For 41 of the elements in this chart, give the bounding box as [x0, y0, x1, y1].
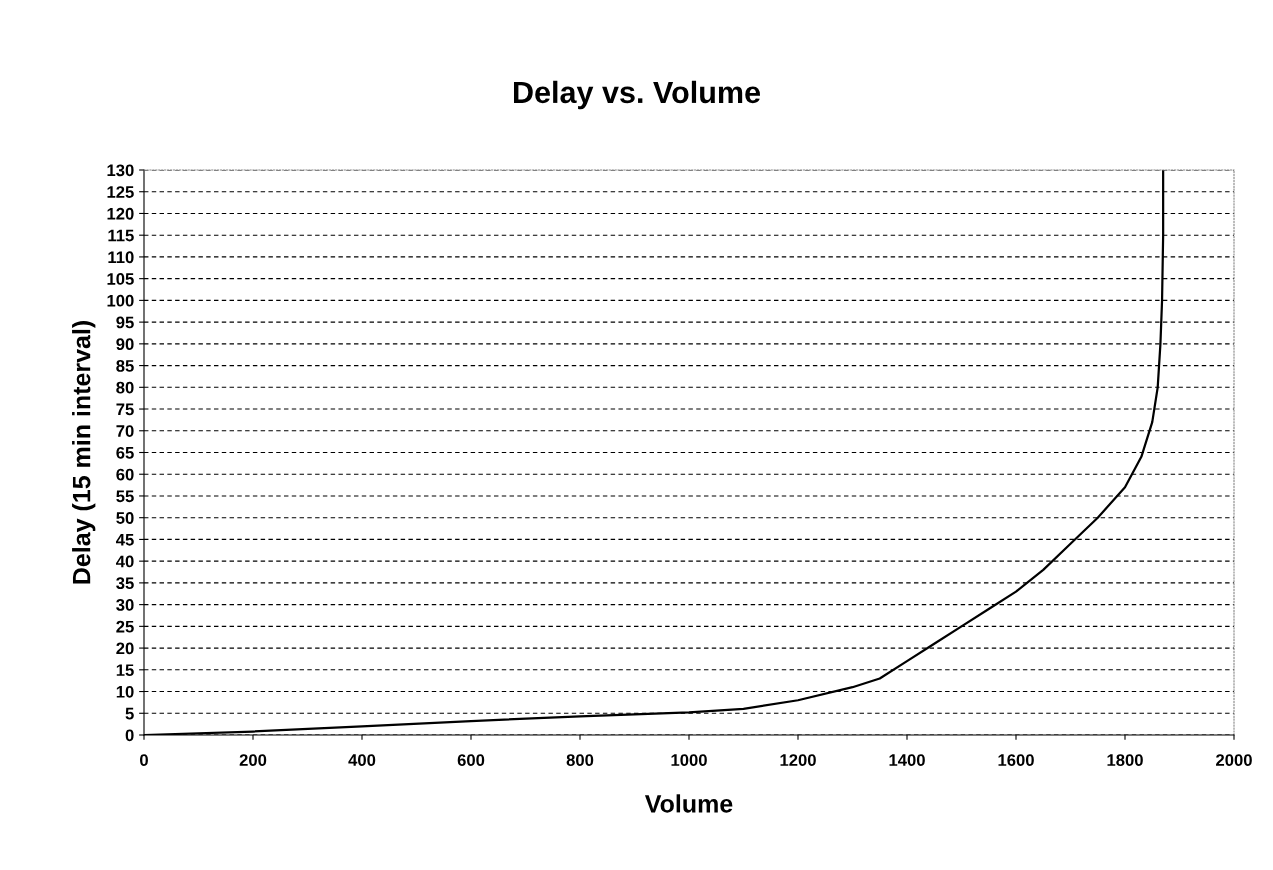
chart-title: Delay vs. Volume [514, 80, 761, 110]
x-tick-label: 400 [348, 754, 376, 766]
y-tick-label: 85 [116, 359, 134, 372]
y-tick-label: 65 [116, 446, 134, 459]
y-tick-label: 50 [116, 512, 134, 524]
x-axis-title: Volume [644, 794, 733, 813]
y-tick-label: 80 [116, 381, 134, 394]
y-tick-label: 10 [116, 685, 134, 698]
y-tick-label: 35 [116, 577, 134, 590]
x-tick-label: 200 [239, 754, 267, 766]
x-tick-label: 0 [140, 754, 148, 766]
x-tick-label: 800 [566, 754, 594, 766]
y-tick-label: 0 [125, 729, 134, 742]
y-tick-label: 70 [116, 425, 134, 437]
x-tick-label: 2000 [1216, 754, 1252, 766]
y-tick-label: 20 [116, 642, 134, 655]
x-tick-label: 1800 [1107, 754, 1143, 766]
y-tick-label: 30 [116, 599, 134, 611]
y-tick-label: 110 [108, 251, 134, 264]
y-axis-title: Delay (15 min interval) [72, 321, 96, 584]
y-tick-label: 25 [116, 620, 134, 633]
y-tick-label: 95 [116, 316, 134, 329]
y-tick-label: 105 [107, 273, 134, 285]
y-tick-label: 100 [107, 294, 134, 307]
y-tick-label: 45 [115, 534, 134, 546]
y-tick-label: 130 [107, 164, 134, 177]
y-tick-label: 55 [116, 490, 134, 503]
y-tick-label: 125 [107, 186, 134, 198]
x-tick-label: 1000 [671, 754, 707, 766]
x-tick-label: 1200 [780, 754, 816, 766]
y-tick-label: 115 [108, 229, 134, 242]
x-tick-label: 1400 [889, 754, 925, 766]
x-tick-label: 1600 [998, 754, 1034, 766]
y-tick-label: 5 [125, 707, 134, 720]
y-tick-label: 60 [116, 468, 134, 481]
y-tick-label: 75 [116, 403, 134, 416]
y-tick-label: 40 [115, 555, 134, 568]
y-tick-label: 90 [116, 338, 134, 351]
x-tick-label: 600 [457, 754, 485, 766]
y-tick-label: 120 [107, 207, 134, 220]
y-tick-label: 15 [116, 664, 134, 677]
